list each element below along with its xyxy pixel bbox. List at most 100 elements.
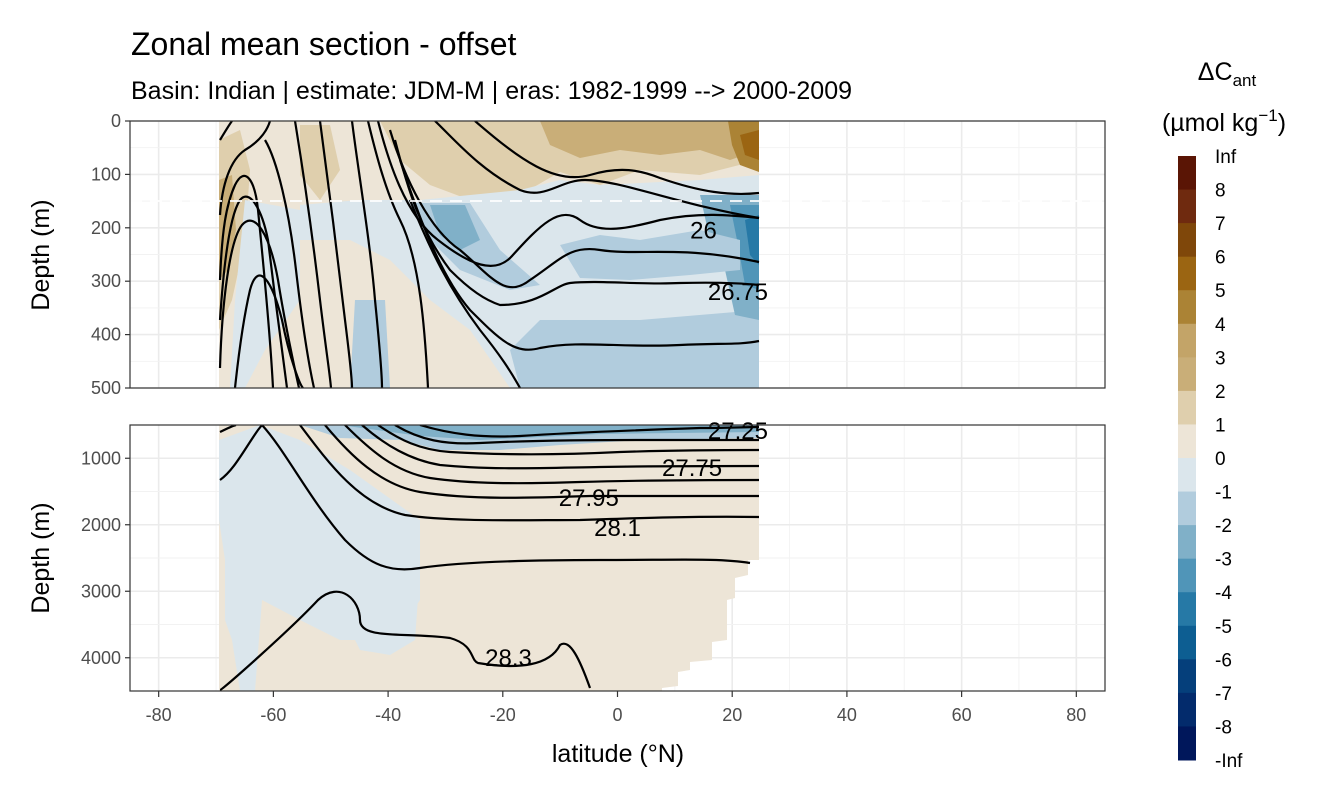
legend-unit: (µmol kg−1): [1162, 106, 1286, 137]
isopycnals-bottom: [219, 425, 760, 691]
legend-swatch: [1178, 625, 1196, 660]
contour-bottom-k: [219, 590, 592, 691]
legend-label: 3: [1215, 348, 1226, 369]
legend-label: -7: [1215, 684, 1232, 705]
negative-core-west-strong: [430, 205, 480, 250]
legend-label: 2: [1215, 382, 1226, 403]
y-tick-label: 500: [91, 378, 121, 398]
x-tick-label: -60: [260, 705, 286, 725]
contour-bottom-g: [361, 425, 760, 470]
legend-swatch: [1178, 458, 1196, 493]
positive-patch-mid: [300, 125, 340, 200]
x-tick-label: 60: [952, 705, 972, 725]
positive-patch-east-core: [740, 130, 759, 160]
contour-e: [218, 219, 301, 388]
contour-bottom-b: [219, 425, 263, 481]
negative-core-east-deep: [745, 215, 759, 265]
legend: ΔCant (µmol kg−1) Inf 8 7 6 5 4 3 2 1 0 -1 -2 -3 -4 -5…: [1162, 58, 1286, 772]
x-tick-label: -80: [146, 705, 172, 725]
negative-wedge-inner: [345, 570, 420, 655]
legend-label: -2: [1215, 516, 1232, 537]
contour-k: [366, 121, 430, 388]
legend-label: Inf: [1215, 147, 1237, 168]
contour-bottom-j: [419, 425, 760, 438]
positive-layer-strong: [540, 121, 759, 160]
legend-label: 6: [1215, 248, 1226, 269]
contour-label: 28.3: [485, 645, 532, 672]
contour-a: [219, 121, 233, 141]
y-axis-top: 0 100 200 300 400 500: [91, 111, 130, 398]
y-tick-label: 400: [91, 325, 121, 345]
legend-labels: Inf 8 7 6 5 4 3 2 1 0 -1 -2 -3 -4 -5 -6 -7 -8 -Inf: [1215, 147, 1243, 772]
legend-swatch: [1178, 424, 1196, 459]
contour-label: 27.95: [559, 485, 619, 512]
contour-label: 28.1: [594, 515, 641, 542]
y-tick-label: 100: [91, 164, 121, 184]
contour-p: [408, 199, 521, 388]
legend-label: 4: [1215, 315, 1226, 336]
legend-swatch: [1178, 491, 1196, 526]
contour-bottom-c: [261, 425, 751, 571]
legend-label: -4: [1215, 583, 1232, 604]
contour-j: [350, 121, 384, 388]
x-tick-label: 0: [612, 705, 622, 725]
legend-label: 0: [1215, 449, 1226, 470]
contour-bottom-d: [299, 425, 760, 522]
y-tick-label: 3000: [81, 581, 121, 601]
legend-title: ΔCant: [1198, 58, 1257, 90]
legend-swatch: [1178, 525, 1196, 560]
legend-swatch: [1178, 256, 1196, 291]
legend-label: 5: [1215, 281, 1226, 302]
x-tick-label: -20: [490, 705, 516, 725]
contour-label: 27.25: [708, 418, 768, 445]
contour-bottom-f: [344, 425, 760, 485]
contour-h: [293, 121, 333, 388]
contour-r: [474, 121, 760, 196]
legend-swatch: [1178, 592, 1196, 627]
legend-swatch: [1178, 558, 1196, 593]
panel-top-border: [129, 120, 1106, 389]
x-tick-label: -40: [375, 705, 401, 725]
contour-b: [218, 121, 272, 216]
contour-f: [233, 274, 304, 388]
legend-swatch: [1178, 156, 1196, 191]
y-tick-label: 0: [111, 111, 121, 131]
legend-label: 8: [1215, 181, 1226, 202]
legend-label: -5: [1215, 617, 1232, 638]
field-bottom: [219, 425, 759, 691]
legend-swatch: [1178, 189, 1196, 224]
chart-subtitle: Basin: Indian | estimate: JDM-M | eras: …: [131, 77, 852, 105]
contour-c: [218, 174, 275, 388]
x-axis-label: latitude (°N): [552, 740, 684, 768]
y-axis-label-top: Depth (m): [27, 199, 55, 310]
contour-g: [264, 139, 316, 388]
y-axis-label-bottom: Depth (m): [27, 502, 55, 613]
chart-title: Zonal mean section - offset: [131, 26, 517, 62]
negative-column: [350, 300, 390, 388]
contour-m: [388, 129, 760, 289]
negative-band-north: [560, 230, 740, 280]
y-tick-label: 1000: [81, 448, 121, 468]
legend-label: -1: [1215, 483, 1232, 504]
y-tick-label: 200: [91, 218, 121, 238]
legend-label: -3: [1215, 550, 1232, 571]
x-tick-label: 40: [837, 705, 857, 725]
y-tick-label: 300: [91, 271, 121, 291]
contour-bottom-i: [394, 425, 759, 445]
isopycnals-top: [218, 121, 760, 388]
legend-label: -8: [1215, 717, 1232, 738]
legend-label: -Inf: [1215, 751, 1243, 772]
contour-label: 26: [690, 217, 717, 244]
y-tick-label: 2000: [81, 515, 121, 535]
x-tick-label: 80: [1066, 705, 1086, 725]
contour-q: [434, 121, 760, 220]
field-top: [219, 121, 759, 388]
x-axis: -80 -60 -40 -20 0 20 40 60 80: [146, 691, 1086, 725]
contour-d: [218, 195, 289, 388]
legend-label: 1: [1215, 415, 1226, 436]
contour-i: [318, 121, 354, 388]
contour-bottom-e: [324, 425, 759, 499]
contour-o: [398, 159, 760, 351]
legend-swatch: [1178, 290, 1196, 325]
legend-swatch: [1178, 659, 1196, 694]
